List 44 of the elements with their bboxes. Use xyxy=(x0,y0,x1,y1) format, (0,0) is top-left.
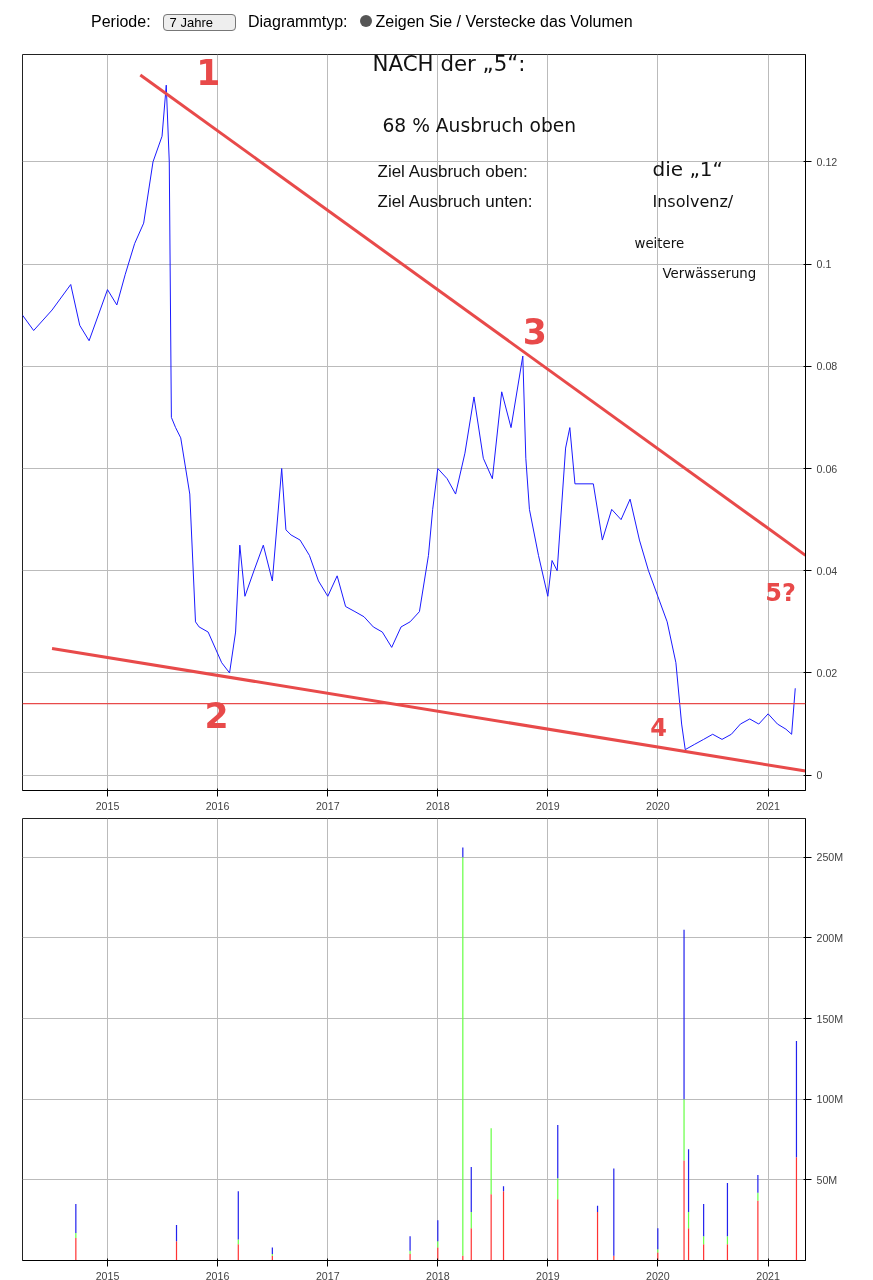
x-tick-label: 2020 xyxy=(645,1269,670,1280)
x-tick-label: 2017 xyxy=(315,799,340,812)
annotation: Ziel Ausbruch oben: xyxy=(377,161,528,181)
annotation: 1 xyxy=(196,53,221,94)
x-tick-label: 2016 xyxy=(205,1269,230,1280)
annotation: Verwässerung xyxy=(662,265,757,281)
y-tick-label: 50M xyxy=(816,1173,838,1186)
annotation: Insolvenz/ xyxy=(652,191,734,211)
y-tick-label: 0.08 xyxy=(816,360,838,373)
line-series xyxy=(22,84,796,751)
text: Periode: xyxy=(91,13,151,30)
x-tick-label: 2019 xyxy=(535,1269,560,1280)
annotation: weitere xyxy=(634,235,685,251)
annotation: die „1“ xyxy=(652,156,723,181)
x-tick-label: 2019 xyxy=(535,799,560,812)
annotation: Ziel Ausbruch unten: xyxy=(377,191,533,211)
x-tick-label: 2021 xyxy=(756,1269,781,1280)
y-tick-label: 0.04 xyxy=(816,564,838,577)
x-tick-label: 2016 xyxy=(205,799,230,812)
annotation: 4 xyxy=(650,713,667,742)
annotation: NACH der „5“: xyxy=(372,50,526,76)
annotation: 3 xyxy=(522,312,547,353)
x-tick-label: 2017 xyxy=(315,1269,340,1280)
y-tick-label: 0 xyxy=(816,769,823,782)
text: Diagrammtyp: xyxy=(247,13,348,30)
y-tick-label: 0.1 xyxy=(816,258,832,271)
x-tick-label: 2015 xyxy=(95,1269,120,1280)
y-tick-label: 0.12 xyxy=(816,155,838,168)
annotation: 68 % Ausbruch oben xyxy=(382,114,577,136)
x-tick-label: 2018 xyxy=(425,799,450,812)
x-tick-label: 2015 xyxy=(95,799,120,812)
y-tick-label: 0.02 xyxy=(816,666,838,679)
x-tick-label: 2018 xyxy=(425,1269,450,1280)
y-tick-label: 0.06 xyxy=(816,462,838,475)
y-tick-label: 250M xyxy=(816,851,844,864)
y-tick-label: 150M xyxy=(816,1012,844,1025)
x-tick-label: 2020 xyxy=(645,799,670,812)
text: Zeigen Sie / Verstecke das Volumen xyxy=(374,13,633,30)
x-tick-label: 2021 xyxy=(756,799,781,812)
y-tick-label: 100M xyxy=(816,1093,844,1106)
y-tick-label: 200M xyxy=(816,931,844,944)
text: 7 Jahre xyxy=(162,14,236,31)
annotation: 2 xyxy=(204,695,229,736)
annotation: 5? xyxy=(765,579,796,608)
